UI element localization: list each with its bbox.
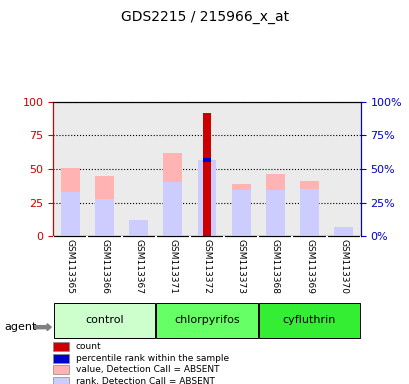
Text: rank, Detection Call = ABSENT: rank, Detection Call = ABSENT <box>76 377 214 384</box>
Text: cyfluthrin: cyfluthrin <box>282 315 335 325</box>
Bar <box>129 220 148 236</box>
Bar <box>95 199 114 236</box>
Bar <box>95 176 114 236</box>
Bar <box>299 181 318 236</box>
Text: GSM113370: GSM113370 <box>338 239 347 294</box>
Bar <box>163 153 182 236</box>
Bar <box>54 303 155 338</box>
Text: GSM113373: GSM113373 <box>236 239 245 294</box>
Text: control: control <box>85 315 124 325</box>
Bar <box>53 354 69 363</box>
Text: agent: agent <box>4 322 36 332</box>
Text: GSM113366: GSM113366 <box>100 239 109 294</box>
Text: value, Detection Call = ABSENT: value, Detection Call = ABSENT <box>76 365 219 374</box>
Text: count: count <box>76 343 101 351</box>
Bar <box>197 160 216 236</box>
Text: GSM113369: GSM113369 <box>304 239 313 294</box>
Text: GSM113368: GSM113368 <box>270 239 279 294</box>
Bar <box>333 227 352 236</box>
Bar <box>53 377 69 384</box>
Text: chlorpyrifos: chlorpyrifos <box>174 315 239 325</box>
Bar <box>299 189 318 236</box>
Bar <box>129 220 148 236</box>
Text: GDS2215 / 215966_x_at: GDS2215 / 215966_x_at <box>121 10 288 23</box>
Bar <box>265 174 284 236</box>
Bar <box>231 184 250 236</box>
Bar <box>53 366 69 374</box>
Text: GSM113372: GSM113372 <box>202 239 211 294</box>
Text: percentile rank within the sample: percentile rank within the sample <box>76 354 228 363</box>
Bar <box>203 113 210 236</box>
Text: GSM113371: GSM113371 <box>168 239 177 294</box>
Bar <box>163 182 182 236</box>
Bar <box>258 303 360 338</box>
Bar <box>265 190 284 236</box>
Bar <box>231 190 250 236</box>
Bar <box>61 192 80 236</box>
Text: GSM113365: GSM113365 <box>66 239 75 294</box>
Bar <box>156 303 257 338</box>
Bar <box>203 157 210 162</box>
Bar <box>61 167 80 236</box>
Bar <box>333 227 352 236</box>
Bar <box>53 343 69 351</box>
Bar <box>197 160 216 236</box>
Text: GSM113367: GSM113367 <box>134 239 143 294</box>
